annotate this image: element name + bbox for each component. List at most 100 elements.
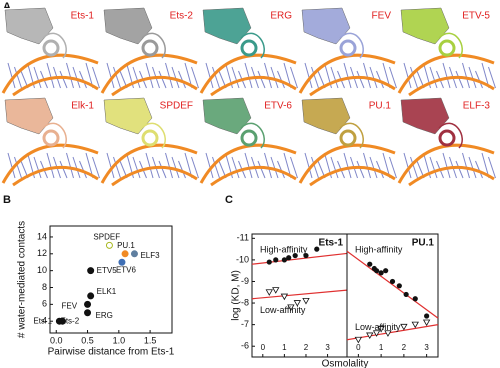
dna-base — [389, 66, 397, 89]
x-tick-label: 0.0 — [50, 335, 63, 345]
structure-thumb: SPDEF — [100, 97, 199, 187]
structure-label: ETV-5 — [462, 11, 490, 22]
y-tick-label: 12 — [37, 248, 47, 258]
protein — [202, 7, 252, 45]
structure-thumb: ERG — [199, 7, 298, 97]
point-label: Ets-2 — [61, 316, 80, 325]
dna-base — [165, 62, 173, 89]
protein — [301, 97, 351, 135]
y-tick-label: 10 — [37, 265, 47, 275]
dna-base — [145, 62, 154, 89]
dna-base — [178, 160, 186, 179]
loop — [141, 32, 166, 59]
structure-thumb: Ets-2 — [100, 7, 199, 97]
protein — [4, 7, 54, 45]
dna-backbone — [210, 75, 297, 97]
dna-base — [369, 66, 378, 89]
point — [292, 252, 298, 259]
dna-base — [106, 152, 115, 179]
point-label: Ets-1 — [33, 316, 52, 325]
loop — [240, 122, 265, 149]
dna-base — [468, 156, 477, 179]
point-label: ERG — [96, 311, 113, 320]
dna-base — [475, 70, 483, 89]
dna-backbone — [210, 165, 297, 187]
point — [411, 321, 419, 329]
dna-base — [113, 156, 121, 179]
dna-backbone — [111, 165, 198, 187]
dna-base — [231, 66, 240, 89]
dna-base — [304, 152, 313, 179]
structure-label: PU.1 — [369, 101, 392, 112]
x-tick-label: 3 — [424, 343, 429, 352]
x-tick-label: 0 — [261, 343, 266, 352]
dna-base — [403, 62, 412, 89]
y-tick-label: -7 — [241, 319, 249, 329]
loop — [42, 32, 67, 59]
dna-base — [363, 152, 371, 179]
dna-base — [356, 70, 365, 89]
x-tick-label: 2 — [402, 343, 407, 352]
x-tick-label: 1.0 — [113, 335, 126, 345]
structure-label: Elk-1 — [71, 101, 94, 112]
point — [396, 283, 402, 289]
dna-base — [462, 152, 470, 179]
point — [265, 289, 273, 296]
point — [403, 291, 409, 298]
dna-base — [72, 66, 81, 89]
dna-base — [343, 152, 352, 179]
dna-base — [205, 62, 214, 89]
dna-base — [231, 156, 240, 179]
dna-base — [277, 70, 285, 89]
dna-base — [178, 70, 186, 89]
structure-thumb: Ets-1 — [1, 7, 100, 97]
dna-base — [14, 156, 22, 179]
x-axis-label: Osmolality — [322, 359, 369, 368]
dna-base — [257, 70, 266, 89]
structure-thumb: FEV — [298, 7, 397, 97]
structure-label: SPDEF — [160, 101, 193, 112]
dna-base — [455, 160, 464, 179]
point — [105, 241, 113, 249]
point — [273, 257, 279, 263]
dna-base — [171, 66, 180, 89]
y-tick-label: 4 — [42, 316, 47, 326]
structure-thumb: Elk-1 — [1, 97, 100, 187]
dna-base — [158, 160, 167, 179]
y-tick-label: 6 — [42, 299, 47, 309]
x-tick-label: 1.5 — [144, 335, 157, 345]
fit-line — [251, 289, 348, 300]
point — [84, 309, 92, 317]
fit-line — [346, 250, 439, 319]
point — [302, 297, 310, 305]
helix — [42, 39, 60, 57]
dna-base — [244, 152, 253, 179]
dna-base — [442, 152, 451, 179]
dna-base — [264, 152, 272, 179]
series-label: Low-affinity — [355, 322, 401, 332]
point — [118, 258, 126, 266]
point — [378, 270, 384, 276]
dna-base — [363, 62, 371, 89]
point — [373, 268, 380, 274]
dna-base — [264, 62, 272, 89]
point — [280, 293, 289, 301]
y-axis-label: log (KD, M) — [231, 270, 242, 321]
dna-base — [132, 156, 141, 179]
dna-backbone — [199, 143, 297, 184]
dna-base — [468, 66, 477, 89]
point — [354, 336, 363, 344]
x-tick-label: 1 — [379, 343, 384, 352]
point — [383, 268, 389, 274]
protein — [202, 97, 252, 135]
dna-base — [410, 66, 418, 89]
dna-base — [212, 66, 220, 89]
point — [130, 250, 138, 258]
series-label: High-affinity — [260, 244, 308, 254]
panel-label: A — [3, 1, 11, 13]
point — [59, 317, 67, 325]
point — [281, 257, 287, 263]
protein — [301, 7, 351, 45]
fit-line — [251, 252, 348, 265]
